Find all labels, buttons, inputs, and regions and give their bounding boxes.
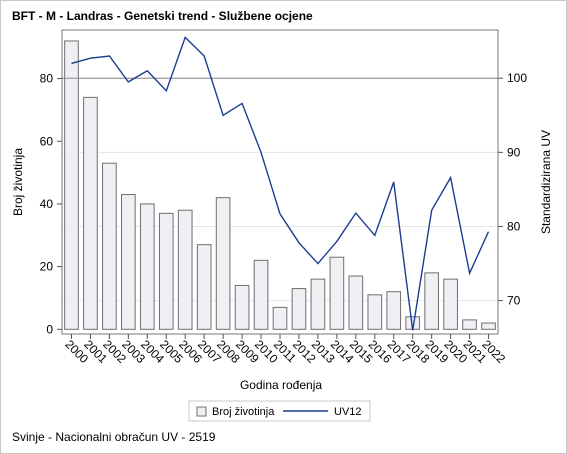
legend-label-bars: Broj životinja [212, 406, 275, 418]
bar-series [64, 40, 496, 330]
y-axis-label-right: Standardizirana UV [539, 130, 553, 234]
bar-2009 [234, 284, 250, 330]
bar-2011 [272, 306, 288, 330]
y-tick-label-left: 80 [40, 72, 54, 86]
legend: Broj životinja UV12 [188, 400, 371, 422]
bar-2006 [177, 209, 193, 330]
legend-bar-swatch [196, 406, 207, 417]
bar-2019 [424, 272, 439, 330]
legend-label-line: UV12 [334, 406, 362, 418]
y-tick-label-right: 80 [507, 219, 521, 233]
bar-2001 [83, 96, 98, 330]
bar-2003 [121, 194, 136, 330]
footnote: Svinje - Nacionalni obračun UV - 2519 [12, 430, 216, 444]
chart-title: BFT - M - Landras - Genetski trend - Slu… [12, 9, 313, 23]
y-tick-label-right: 100 [507, 71, 527, 85]
bar-2007 [196, 244, 212, 330]
y-axis-label-left: Broj životinja [11, 148, 25, 216]
bar-2022 [481, 322, 496, 330]
bar-2000 [64, 40, 79, 330]
y-axis-left: 0 20 40 60 80 [40, 72, 62, 336]
y-tick-label-left: 0 [46, 322, 53, 336]
bar-2020 [443, 278, 458, 330]
line-series [71, 36, 490, 331]
y-tick-label-left: 60 [40, 134, 54, 148]
bar-2021 [462, 319, 477, 330]
legend-box [188, 400, 371, 422]
y-tick-label-left: 20 [40, 260, 54, 274]
bar-2012 [291, 288, 307, 330]
bar-2010 [253, 259, 269, 330]
x-axis-label: Godina rođenja [240, 378, 322, 392]
bar-2008 [215, 197, 231, 330]
uv12-line [71, 36, 490, 331]
bar-2004 [139, 203, 155, 330]
x-axis: 2000200120022003200420052006200720082009… [62, 334, 508, 366]
bar-2014 [329, 256, 345, 330]
y-axis-right: 70 80 90 100 [498, 71, 527, 308]
y-tick-label-right: 70 [507, 294, 521, 308]
y-tick-label-right: 90 [507, 145, 521, 159]
bar-2017 [386, 291, 402, 330]
bar-2015 [348, 275, 364, 330]
y-tick-label-left: 40 [40, 197, 54, 211]
bar-2013 [310, 278, 326, 330]
bar-2016 [367, 294, 383, 330]
bar-2005 [158, 212, 174, 330]
bar-2002 [102, 162, 117, 330]
